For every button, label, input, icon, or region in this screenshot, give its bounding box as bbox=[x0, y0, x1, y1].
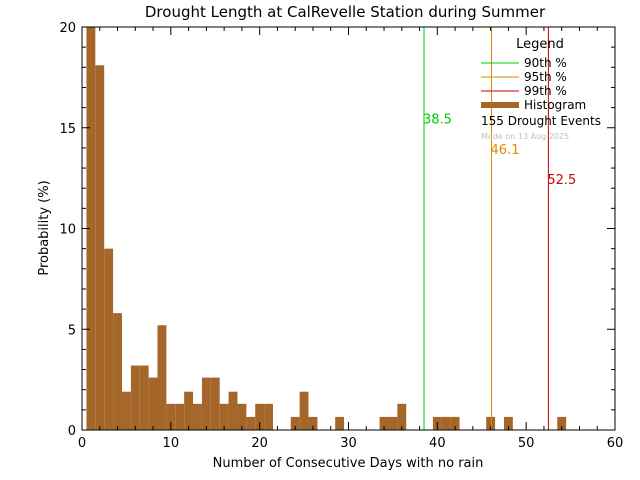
histogram-bar bbox=[450, 416, 460, 430]
histogram-bar bbox=[246, 416, 256, 430]
y-tick-label: 0 bbox=[68, 424, 76, 439]
histogram-bar bbox=[228, 391, 238, 430]
axis-ticks: 0 10 20 30 40 50 60 0 5 10 15 20 bbox=[59, 21, 623, 451]
chart-legend: Legend 90th %95th %99th %Histogram 155 D… bbox=[481, 37, 601, 141]
histogram-bar bbox=[139, 365, 149, 430]
y-tick-label: 15 bbox=[59, 122, 76, 137]
histogram-bar bbox=[486, 416, 496, 430]
histogram-bar bbox=[86, 27, 96, 430]
event-count-label: 155 Drought Events bbox=[481, 114, 601, 128]
percentile-value-label: 38.5 bbox=[423, 113, 452, 128]
legend-entry-label: 90th % bbox=[524, 56, 567, 70]
percentile-lines: 38.5 46.1 52.5 bbox=[423, 27, 576, 430]
legend-entry-label: 95th % bbox=[524, 70, 567, 84]
histogram-bar bbox=[201, 377, 211, 430]
x-tick-label: 10 bbox=[163, 436, 180, 451]
histogram-bar bbox=[264, 403, 273, 430]
x-tick-label: 60 bbox=[607, 436, 624, 451]
histogram-bar bbox=[335, 416, 345, 430]
histogram-bar bbox=[193, 403, 202, 430]
histogram-bar bbox=[290, 416, 300, 430]
legend-entry-label: 99th % bbox=[524, 84, 567, 98]
made-on-stamp: Made on 13 Aug 2025 bbox=[481, 132, 569, 141]
histogram-bar bbox=[121, 391, 131, 430]
percentile-value-label: 52.5 bbox=[547, 173, 576, 188]
histogram-bar bbox=[557, 416, 567, 430]
y-tick-label: 20 bbox=[59, 21, 76, 36]
histogram-bars bbox=[86, 27, 567, 430]
histogram-bar bbox=[308, 416, 318, 430]
legend-title: Legend bbox=[516, 37, 564, 52]
y-tick-label: 10 bbox=[59, 223, 76, 238]
histogram-bar bbox=[255, 403, 265, 430]
histogram-bar bbox=[148, 377, 158, 430]
histogram-bar bbox=[113, 313, 122, 430]
histogram-bar bbox=[104, 248, 114, 430]
x-tick-label: 20 bbox=[251, 436, 268, 451]
histogram-bar bbox=[95, 65, 105, 430]
x-tick-label: 0 bbox=[78, 436, 86, 451]
histogram-bar bbox=[175, 403, 185, 430]
histogram-bar bbox=[210, 377, 220, 430]
legend-entry-label: Histogram bbox=[524, 98, 586, 112]
histogram-bar bbox=[388, 416, 398, 430]
x-axis-label: Number of Consecutive Days with no rain bbox=[213, 456, 484, 471]
histogram-bar bbox=[184, 391, 194, 430]
histogram-bar bbox=[299, 391, 309, 430]
histogram-bar bbox=[379, 416, 389, 430]
x-tick-label: 50 bbox=[518, 436, 535, 451]
histogram-bar bbox=[441, 416, 451, 430]
histogram-bar bbox=[166, 403, 176, 430]
histogram-bar bbox=[130, 365, 140, 430]
legend-swatch-histogram bbox=[481, 102, 519, 108]
y-tick-label: 5 bbox=[68, 323, 76, 338]
histogram-bar bbox=[237, 403, 247, 430]
y-axis-label: Probability (%) bbox=[37, 180, 52, 275]
histogram-bar bbox=[219, 403, 229, 430]
histogram-bar bbox=[397, 403, 407, 430]
x-tick-label: 40 bbox=[429, 436, 446, 451]
histogram-bar bbox=[157, 325, 167, 430]
percentile-value-label: 46.1 bbox=[491, 143, 520, 158]
histogram-bar bbox=[503, 416, 513, 430]
chart-title: Drought Length at CalRevelle Station dur… bbox=[145, 3, 546, 21]
x-tick-label: 30 bbox=[340, 436, 357, 451]
